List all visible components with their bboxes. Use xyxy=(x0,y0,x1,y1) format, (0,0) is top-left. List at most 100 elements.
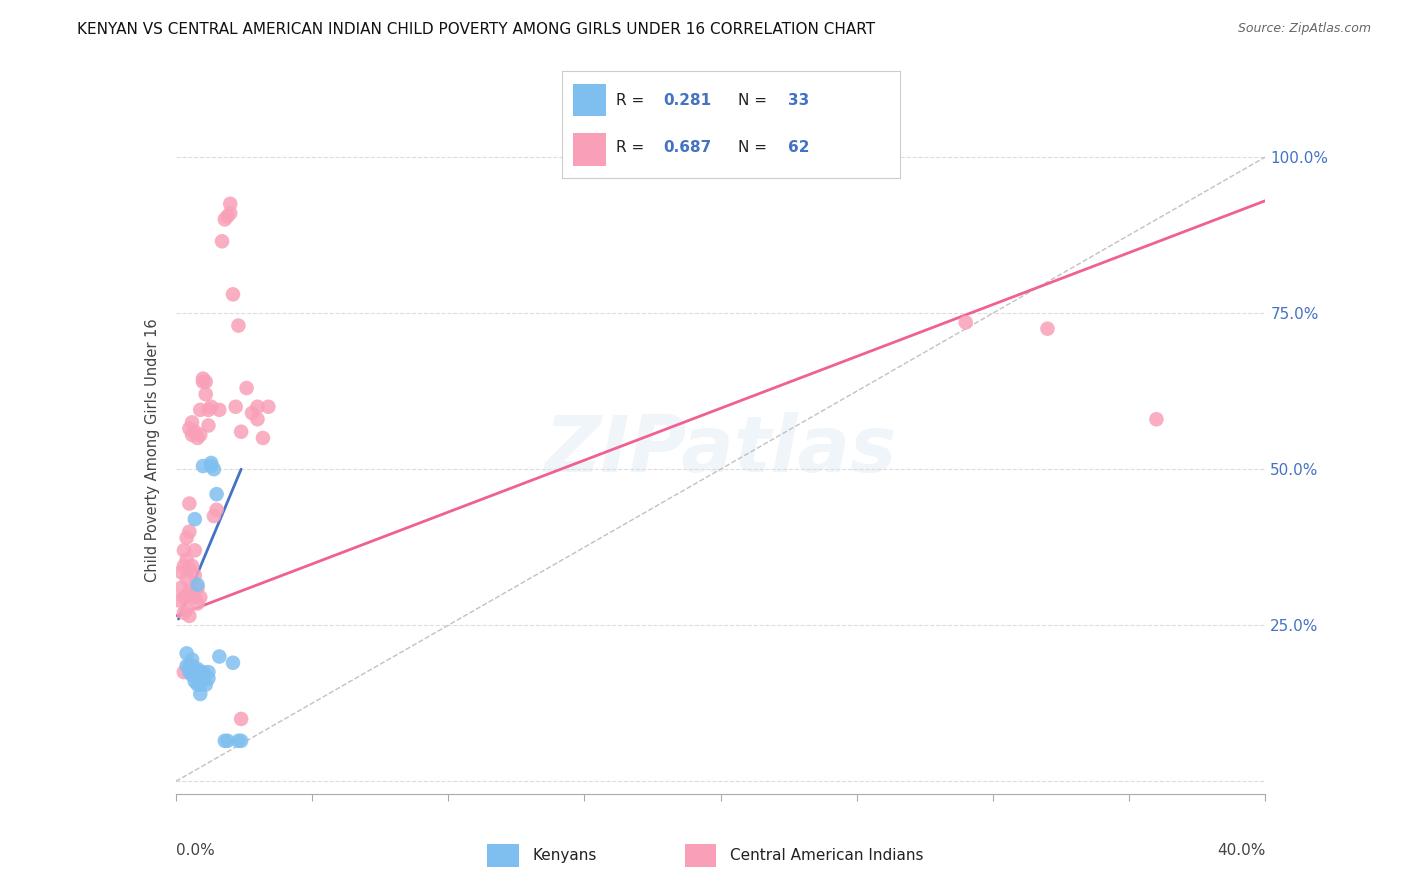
Point xyxy=(184,591,207,605)
Point xyxy=(1144,412,1167,426)
Point xyxy=(235,381,257,395)
Point xyxy=(179,665,201,680)
Text: R =: R = xyxy=(616,94,650,108)
Point xyxy=(188,427,211,442)
Point xyxy=(191,458,214,473)
Point xyxy=(176,531,198,545)
Point xyxy=(173,543,195,558)
Point xyxy=(181,653,204,667)
Bar xyxy=(572,84,606,116)
Point xyxy=(186,431,209,445)
Point xyxy=(205,503,228,517)
Point xyxy=(191,375,214,389)
Point xyxy=(186,678,209,692)
Point xyxy=(167,593,190,607)
Point xyxy=(176,571,198,585)
Point xyxy=(228,318,250,333)
Text: 0.281: 0.281 xyxy=(664,94,711,108)
Text: ZIPatlas: ZIPatlas xyxy=(544,412,897,489)
Point xyxy=(170,566,193,580)
Point xyxy=(231,425,253,439)
Bar xyxy=(572,134,606,166)
Point xyxy=(222,287,245,301)
Point xyxy=(188,591,211,605)
Text: Central American Indians: Central American Indians xyxy=(730,848,924,863)
Point xyxy=(208,649,231,664)
Point xyxy=(176,603,198,617)
Text: 0.0%: 0.0% xyxy=(176,843,215,858)
Point xyxy=(184,568,207,582)
Text: N =: N = xyxy=(738,94,772,108)
Text: 40.0%: 40.0% xyxy=(1218,843,1265,858)
Bar xyxy=(685,844,717,867)
Point xyxy=(231,712,253,726)
Bar xyxy=(486,844,519,867)
Point xyxy=(202,508,225,523)
Point xyxy=(186,581,209,595)
Point xyxy=(191,671,214,685)
Point xyxy=(173,606,195,620)
Point xyxy=(176,591,198,605)
Text: Kenyans: Kenyans xyxy=(531,848,596,863)
Point xyxy=(191,665,214,680)
Point xyxy=(170,581,193,595)
Point xyxy=(181,658,204,673)
Point xyxy=(252,431,274,445)
Point xyxy=(257,400,280,414)
Text: KENYAN VS CENTRAL AMERICAN INDIAN CHILD POVERTY AMONG GIRLS UNDER 16 CORRELATION: KENYAN VS CENTRAL AMERICAN INDIAN CHILD … xyxy=(77,22,876,37)
Point xyxy=(219,206,242,220)
Point xyxy=(188,665,211,680)
Point xyxy=(173,558,195,574)
Point xyxy=(219,197,242,211)
Text: 62: 62 xyxy=(789,140,810,155)
Y-axis label: Child Poverty Among Girls Under 16: Child Poverty Among Girls Under 16 xyxy=(145,318,160,582)
Point xyxy=(186,668,209,682)
Point xyxy=(194,375,217,389)
Point xyxy=(186,597,209,611)
Point xyxy=(246,400,269,414)
Point xyxy=(186,662,209,676)
Point xyxy=(202,462,225,476)
Point xyxy=(197,665,219,680)
Point xyxy=(184,674,207,689)
Point xyxy=(228,733,250,747)
Point xyxy=(176,658,198,673)
Point xyxy=(208,403,231,417)
Point xyxy=(181,587,204,601)
Point xyxy=(225,400,247,414)
Point xyxy=(246,412,269,426)
Point xyxy=(176,552,198,567)
Point xyxy=(179,608,201,623)
Point xyxy=(184,512,207,526)
Text: 0.687: 0.687 xyxy=(664,140,711,155)
Point xyxy=(173,591,195,605)
Point xyxy=(173,665,195,680)
Text: N =: N = xyxy=(738,140,772,155)
Point xyxy=(181,416,204,430)
Point xyxy=(217,210,239,224)
Point xyxy=(200,456,222,470)
Point xyxy=(186,578,209,592)
Point xyxy=(179,496,201,510)
Point xyxy=(179,584,201,599)
Point xyxy=(179,422,201,436)
Point xyxy=(181,427,204,442)
Point xyxy=(181,668,204,682)
Point xyxy=(240,406,263,420)
Point xyxy=(181,558,204,574)
Point xyxy=(205,487,228,501)
Point xyxy=(188,403,211,417)
Point xyxy=(214,733,236,747)
Point xyxy=(214,212,236,227)
Point xyxy=(184,425,207,439)
Point xyxy=(222,656,245,670)
Point xyxy=(231,733,253,747)
Point xyxy=(191,371,214,385)
Point xyxy=(200,400,222,414)
Point xyxy=(197,671,219,685)
Point xyxy=(194,387,217,401)
Point xyxy=(197,403,219,417)
Point xyxy=(179,562,201,576)
Point xyxy=(194,678,217,692)
Point xyxy=(176,646,198,660)
